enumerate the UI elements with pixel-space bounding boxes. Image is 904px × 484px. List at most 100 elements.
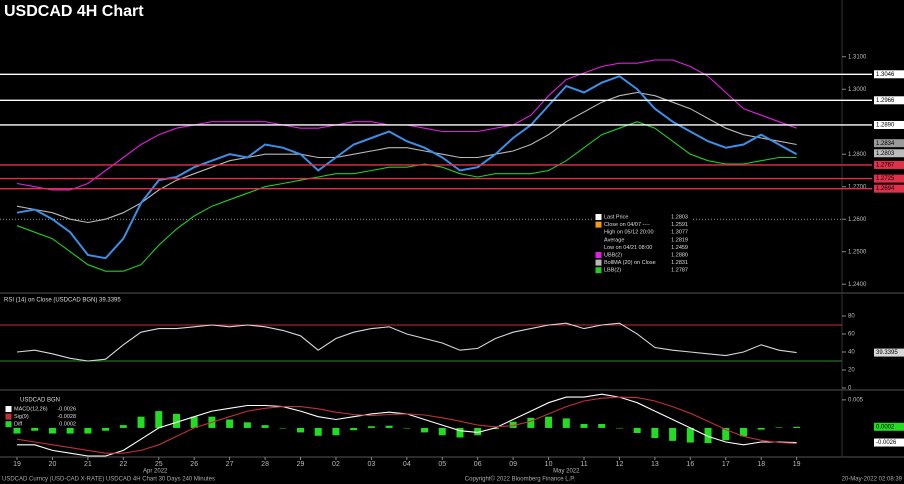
level-box [874, 70, 904, 79]
legend-value: 0.0002 [59, 422, 76, 428]
y-tick-label: 1.2800 [848, 152, 867, 158]
y-tick-label: 1.3000 [848, 87, 867, 93]
level-box [874, 174, 904, 183]
legend-value: -0.0026 [57, 406, 76, 412]
histogram-bar [562, 418, 570, 428]
histogram-bar [491, 427, 499, 430]
y-tick-label: 1.3100 [848, 54, 867, 60]
x-tick-label: 22 [119, 461, 127, 468]
level-box [874, 422, 904, 431]
legend-swatch [595, 252, 602, 258]
x-tick-label: 20 [49, 461, 57, 468]
histogram-bar [172, 413, 180, 428]
x-tick-label: 09 [509, 461, 517, 468]
x-tick-label: 16 [686, 461, 694, 468]
histogram-bar [314, 427, 322, 436]
legend-label: Close on 04/07 ---- [604, 222, 650, 228]
histogram-bar [13, 427, 21, 434]
x-tick-label: 29 [297, 461, 305, 468]
value-label: 1.2803 [876, 151, 895, 157]
legend-label: High on 05/12 20:00 [604, 230, 654, 236]
level-label: 39.3395 [876, 350, 898, 356]
histogram-bar [651, 427, 659, 439]
legend-box [593, 212, 691, 276]
x-group-label: May 2022 [553, 469, 580, 475]
x-tick-label: 27 [226, 461, 234, 468]
x-tick-label: 13 [651, 461, 659, 468]
level-box [874, 348, 904, 357]
level-label: 1.3046 [876, 72, 895, 78]
legend-value: 1.2803 [671, 214, 688, 220]
x-tick-label: 04 [403, 461, 411, 468]
histogram-bar [119, 425, 127, 428]
legend-value: 1.2787 [671, 268, 688, 274]
level-label: 1.2767 [876, 163, 895, 169]
histogram-bar [615, 427, 623, 429]
value-box [874, 139, 904, 148]
legend-swatch [5, 406, 12, 412]
level-box [874, 438, 904, 447]
legend-swatch [596, 229, 601, 235]
level-box [874, 184, 904, 193]
histogram-bar [243, 422, 251, 428]
histogram-bar [350, 427, 358, 431]
legend-swatch [596, 237, 601, 243]
legend-swatch [595, 214, 602, 220]
histogram-bar [421, 427, 429, 433]
chart-title: USDCAD 4H Chart [4, 3, 144, 20]
y-tick-label: 1.2700 [848, 184, 867, 190]
x-tick-label: 05 [438, 461, 446, 468]
level-label: 1.2694 [876, 186, 895, 192]
legend-label: Sig(9) [14, 414, 29, 420]
legend-swatch [595, 267, 602, 274]
histogram-bar [190, 416, 198, 428]
macd-title: USDCAD BGN [20, 398, 60, 404]
histogram-bar [367, 426, 375, 428]
y-tick-label: 20 [848, 368, 855, 374]
histogram-bar [385, 425, 393, 428]
series-line [16, 322, 797, 362]
histogram-bar [793, 426, 801, 428]
legend-swatch [5, 413, 12, 420]
legend-value: 1.2831 [671, 260, 688, 266]
histogram-bar [84, 427, 92, 434]
x-tick-label: 17 [722, 461, 730, 468]
legend-label: LBB(2) [604, 268, 621, 274]
histogram-bar [686, 427, 694, 443]
histogram-bar [757, 427, 765, 430]
x-tick-label: 19 [793, 461, 801, 468]
x-tick-label: 06 [474, 461, 482, 468]
histogram-bar [403, 427, 411, 429]
y-tick-label: 1.2400 [848, 282, 867, 288]
histogram-bar [669, 427, 677, 441]
histogram-bar [66, 427, 74, 434]
x-tick-label: 18 [757, 461, 765, 468]
histogram-bar [297, 427, 305, 433]
x-tick-label: 21 [84, 461, 92, 468]
legend-label: UBB(2) [604, 252, 622, 258]
histogram-bar [261, 425, 269, 428]
histogram-bar [102, 427, 110, 431]
histogram-bar [775, 427, 783, 428]
x-tick-label: 28 [261, 461, 269, 468]
series-line [16, 396, 797, 454]
histogram-bar [722, 427, 730, 441]
level-label: 1.2890 [876, 123, 895, 129]
y-tick-label: 0.005 [848, 397, 864, 403]
legend-value: 1.2459 [671, 245, 688, 251]
x-tick-label: 10 [545, 461, 553, 468]
legend-swatch [595, 221, 602, 228]
legend-swatch [596, 244, 601, 250]
histogram-bar [438, 427, 446, 436]
level-label: -0.0026 [876, 440, 897, 446]
y-tick-label: 60 [848, 332, 855, 338]
histogram-bar [48, 427, 56, 434]
footer-left: USDCAD Curncy (USD-CAD X-RATE) USDCAD 4H… [2, 477, 215, 483]
level-label: 1.2725 [876, 176, 895, 182]
y-tick-label: 1.2600 [848, 217, 867, 223]
x-tick-label: 02 [332, 461, 340, 468]
legend-value: 1.2819 [671, 237, 688, 243]
legend-value: 1.3077 [671, 230, 688, 236]
footer-center: Copyright© 2022 Bloomberg Finance L.P. [465, 476, 576, 483]
